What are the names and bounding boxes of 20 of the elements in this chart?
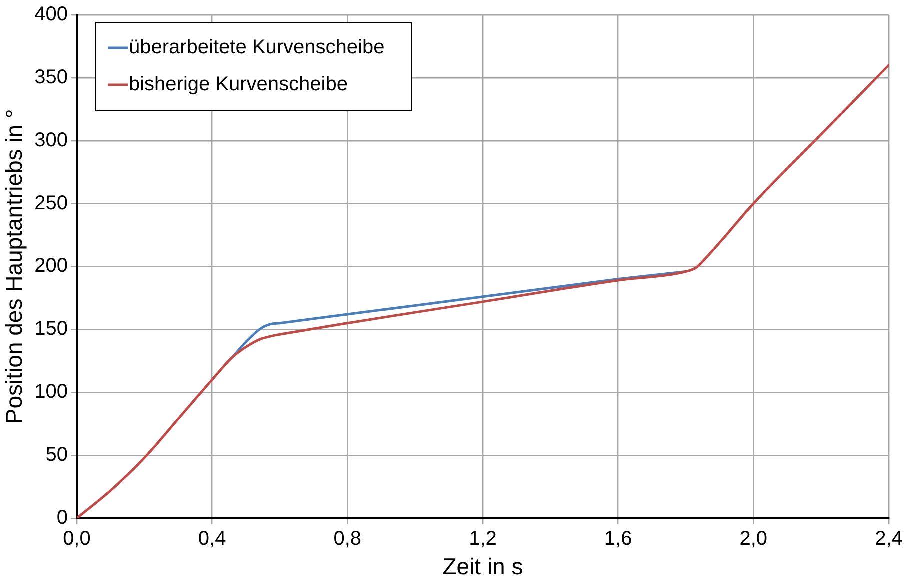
legend-label: bisherige Kurvenscheibe [128,74,348,96]
y-tick-label: 400 [34,4,68,26]
y-tick-label: 100 [34,381,68,404]
x-tick-label: 0,0 [63,528,91,550]
y-tick-label: 200 [34,255,68,278]
x-tick-label: 0,8 [334,528,362,550]
y-tick-label: 250 [34,192,68,214]
y-tick-label: 150 [34,318,68,340]
x-axis-title: Zeit in s [442,554,524,580]
x-tick-label: 0,4 [198,528,226,550]
legend-label: überarbeitete Kurvenscheibe [128,36,385,59]
x-tick-label: 2,0 [740,528,768,550]
y-tick-label: 50 [46,444,68,466]
x-tick-label: 1,2 [469,528,497,550]
y-tick-label: 0 [56,506,68,529]
y-tick-label: 350 [34,66,68,88]
y-axis-title: Position des Hauptantriebs in ° [1,109,28,424]
x-tick-label: 1,6 [604,528,632,550]
y-tick-label: 300 [34,129,68,152]
x-tick-label: 2,4 [875,528,903,550]
